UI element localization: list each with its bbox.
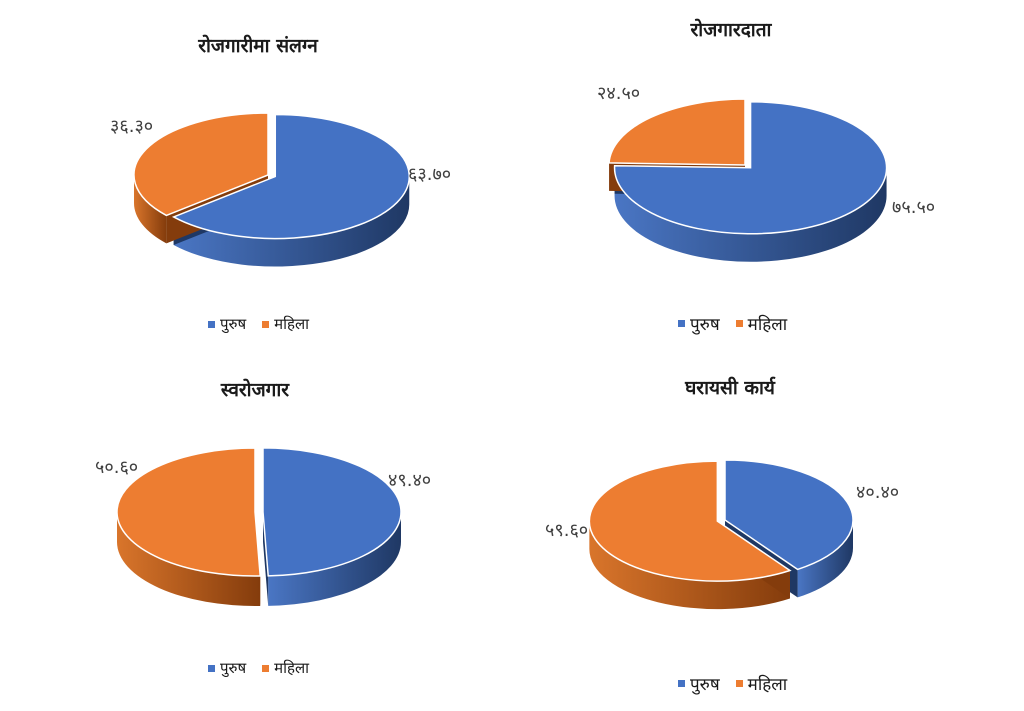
legend-label-male: पुरुष — [690, 675, 720, 695]
data-label-self-employed-male: ४९.४० — [388, 470, 432, 491]
data-label-employment-male: ६३.७० — [408, 164, 452, 185]
legend-item-female: महिला — [735, 312, 788, 335]
pie-slice-side-female — [589, 521, 790, 610]
legend-label-female: महिला — [747, 675, 788, 695]
data-label-self-employed-female: ५०.६० — [95, 457, 139, 478]
legend-swatch-female — [735, 680, 743, 687]
pie-slice-male — [613, 101, 888, 235]
data-label-employment-female: ३६.३० — [110, 116, 154, 137]
pie-slice-side-male — [173, 176, 410, 267]
pie-slice-female — [588, 460, 792, 582]
legend-self-employed: पुरुष महिला — [208, 658, 325, 678]
legend-label-female: महिला — [274, 659, 310, 677]
legend-employer: पुरुष महिला — [678, 312, 803, 335]
pie-slice-side-male — [614, 167, 887, 262]
pie-slice-side-female — [117, 512, 261, 606]
legend-item-female: महिला — [262, 314, 309, 334]
legend-item-female: महिला — [735, 672, 788, 695]
legend-label-male: पुरुष — [690, 315, 720, 335]
chart-title-employer: रोजगारदाता — [690, 19, 772, 41]
legend-label-male: पुरुष — [220, 659, 247, 677]
pie-slice-side-male — [268, 511, 401, 606]
legend-label-male: पुरुष — [220, 315, 247, 333]
legend-swatch-male — [208, 320, 215, 328]
pie-slice-male — [262, 447, 402, 577]
legend-swatch-male — [678, 320, 685, 327]
pie-slice-female — [116, 447, 262, 577]
pie-slice-male — [171, 113, 411, 240]
pie-slice-female — [608, 98, 746, 166]
legend-swatch-female — [262, 320, 270, 328]
pie-slice-side-female — [134, 175, 167, 244]
legend-swatch-female — [262, 664, 270, 672]
chart-title-household-work: घरायसी कार्य — [685, 377, 775, 399]
legend-item-male: पुरुष — [678, 672, 720, 695]
chart-title-self-employed: स्वरोजगार — [220, 379, 290, 401]
pie-slice-female — [133, 112, 269, 217]
legend-household-work: पुरुष महिला — [678, 672, 803, 695]
legend-item-male: पुरुष — [208, 658, 246, 678]
chart-title-employment: रोजगारीमा संलग्न — [198, 35, 318, 57]
data-label-employer-male: ७५.५० — [892, 197, 936, 218]
legend-item-male: पुरुष — [208, 314, 246, 334]
legend-swatch-female — [735, 320, 743, 327]
data-label-employer-female: २४.५० — [597, 83, 641, 104]
legend-swatch-male — [208, 664, 215, 672]
legend-employment: पुरुष महिला — [208, 314, 325, 334]
data-label-household-female: ५९.६० — [545, 520, 589, 541]
legend-item-female: महिला — [262, 658, 309, 678]
legend-label-female: महिला — [274, 315, 310, 333]
legend-label-female: महिला — [747, 315, 788, 335]
pie-slice-side-male — [797, 520, 853, 598]
legend-item-male: पुरुष — [678, 312, 720, 335]
pie-slice-male — [724, 459, 854, 571]
legend-swatch-male — [678, 680, 685, 687]
data-label-household-male: ४०.४० — [856, 482, 900, 503]
